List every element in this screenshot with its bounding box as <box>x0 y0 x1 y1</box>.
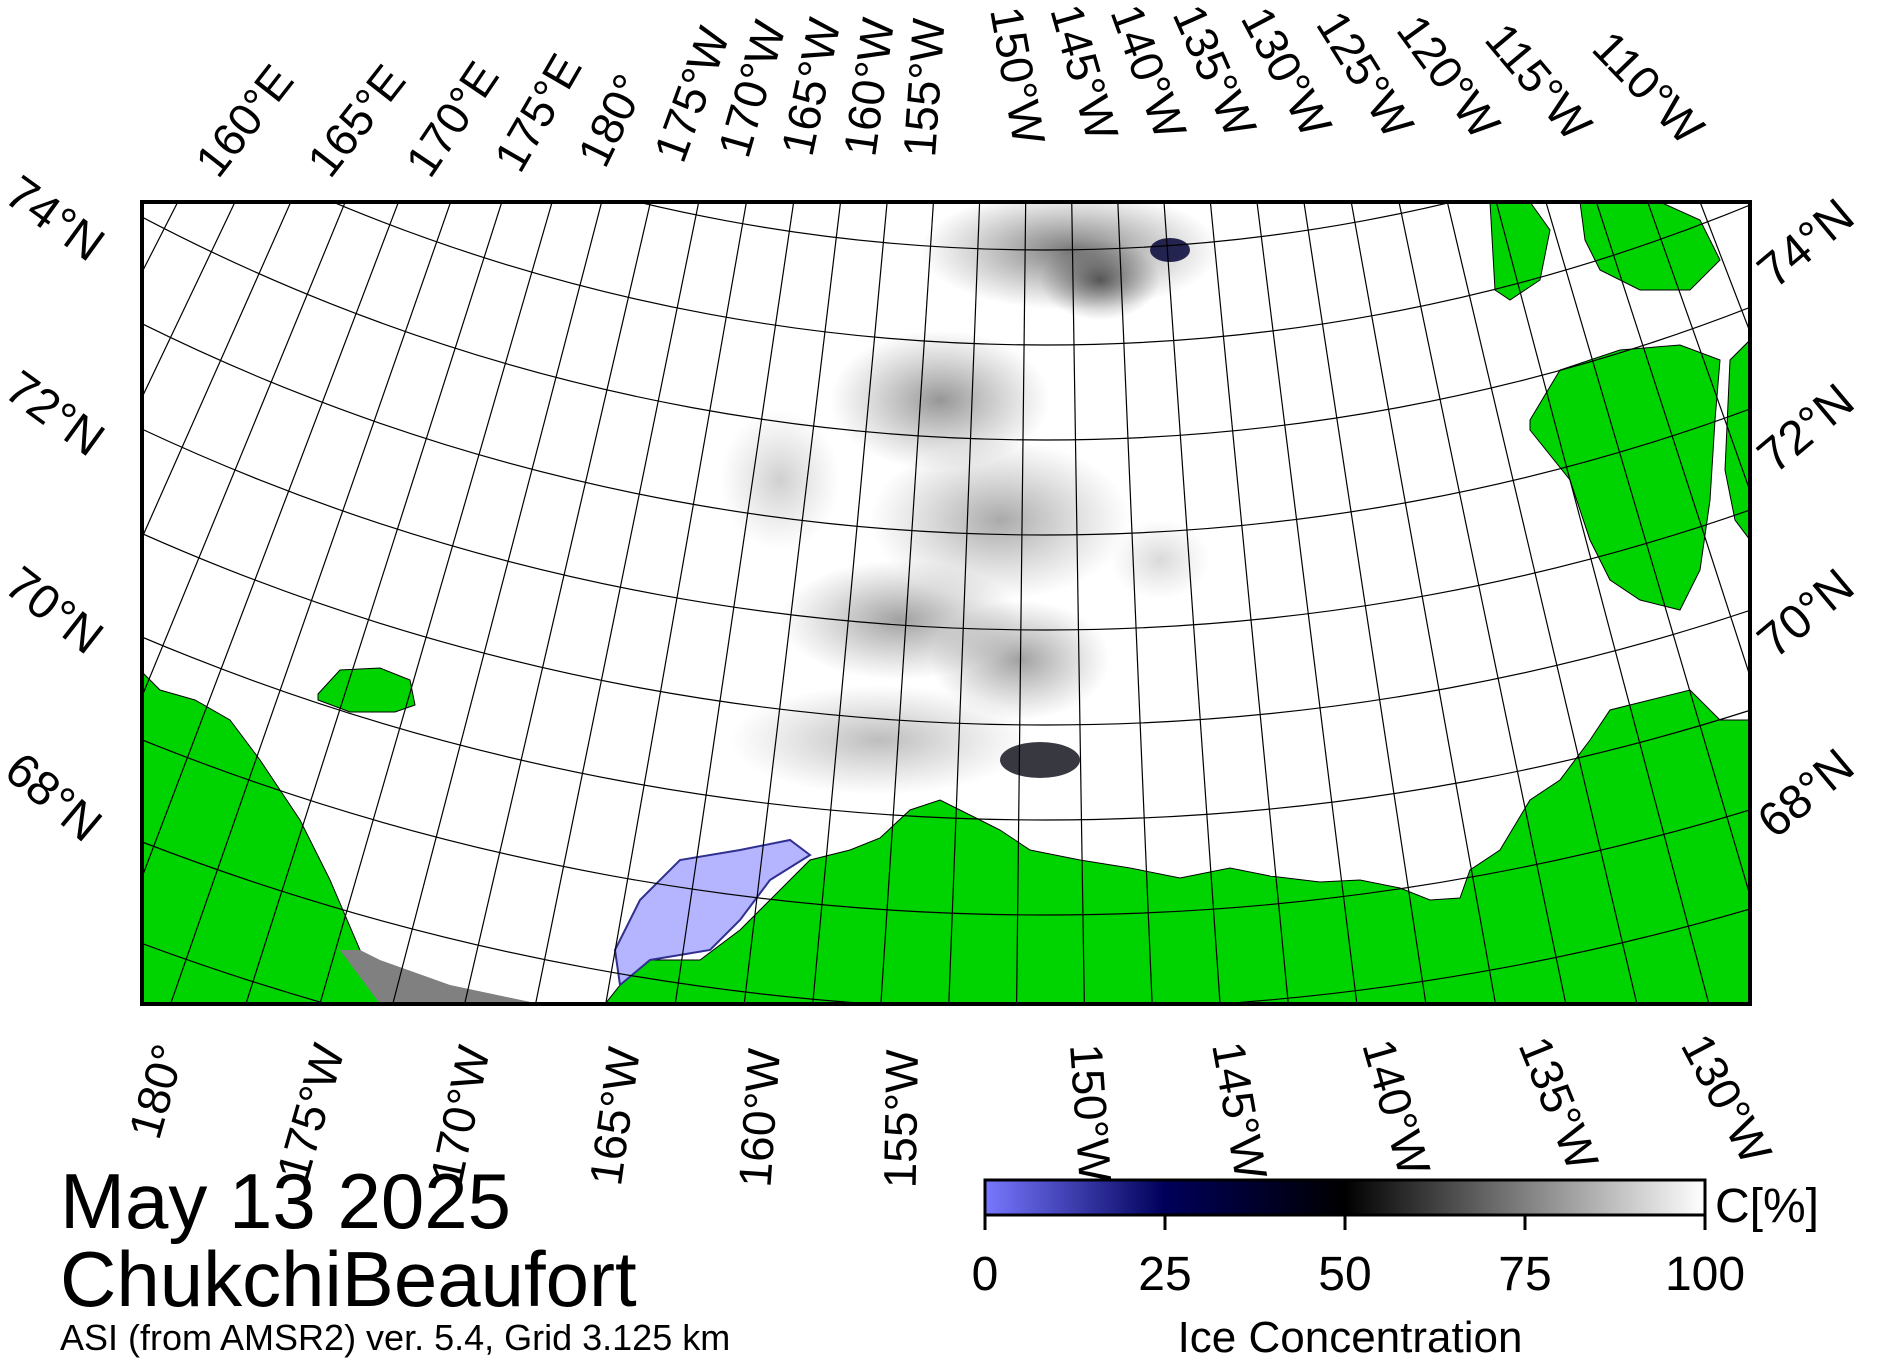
colorbar: 0 25 50 75 100 C[%] Ice Concentration <box>972 1178 1819 1362</box>
ice-concentration-field <box>720 202 1220 795</box>
top-lon-label: 115°W <box>1475 13 1602 150</box>
meridian-line <box>1209 202 1289 1004</box>
arctic-islands-ne-2 <box>1579 202 1721 291</box>
data-source: ASI (from AMSR2) ver. 5.4, Grid 3.125 km <box>60 1317 731 1358</box>
bottom-lon-label: 130°W <box>1671 1025 1782 1172</box>
bottom-lon-label: 155°W <box>874 1049 928 1189</box>
latitude-line <box>637 202 1453 251</box>
bottom-lon-label: 150°W <box>1060 1042 1122 1184</box>
meridian-line <box>743 202 842 1004</box>
colorbar-tick-label: 25 <box>1138 1248 1191 1301</box>
bottom-lon-label: 180° <box>118 1038 194 1144</box>
top-lon-label: 160°E <box>185 55 303 186</box>
meridian-line <box>1256 202 1358 1004</box>
right-lat-labels: 74°N 72°N 70°N 68°N <box>1748 189 1864 849</box>
right-lat-label: 72°N <box>1748 374 1864 484</box>
meridian-line <box>463 202 652 1004</box>
colorbar-ticks <box>983 1215 1707 1230</box>
meridian-line <box>1117 202 1153 1004</box>
victoria-island-edge <box>1724 339 1750 541</box>
bottom-lon-label: 140°W <box>1352 1033 1440 1181</box>
colorbar-unit: C[%] <box>1715 1180 1819 1233</box>
arctic-islands-ne <box>1489 202 1551 301</box>
colorbar-tick-label: 50 <box>1318 1248 1371 1301</box>
right-lat-label: 68°N <box>1748 739 1864 849</box>
meridian-line <box>392 202 603 1004</box>
meridian-line <box>1446 202 1638 1004</box>
meridian-line <box>1350 202 1497 1004</box>
latitude-line <box>142 215 1750 441</box>
top-lon-label: 155°W <box>893 16 955 158</box>
colorbar-tick-label: 100 <box>1665 1248 1745 1301</box>
meridian-line <box>1495 202 1710 1004</box>
bottom-lon-label: 160°W <box>728 1046 790 1188</box>
right-lat-label: 74°N <box>1748 189 1864 299</box>
banks-island <box>1529 344 1721 611</box>
meridian-line <box>142 202 400 879</box>
meridian-line <box>1545 202 1750 898</box>
left-lat-label: 72°N <box>0 361 113 467</box>
kotzebue-water <box>613 838 812 987</box>
meridian-line <box>1869 0 1890 877</box>
bottom-lon-label: 165°W <box>579 1044 650 1189</box>
land <box>142 202 1750 1004</box>
latitude-line <box>332 202 1750 346</box>
meridian-line <box>1015 202 1027 1004</box>
meridian-line <box>880 202 935 1004</box>
map-frame <box>140 200 1752 1006</box>
colorbar-gradient <box>983 1178 1707 1217</box>
meridian-line <box>1163 202 1221 1004</box>
meridian-line <box>1595 202 1750 679</box>
map-date: May 13 2025 <box>60 1157 511 1245</box>
meridian-line <box>142 202 292 540</box>
meridian-line <box>1398 202 1567 1004</box>
siberia-land <box>142 671 381 1004</box>
top-lon-labels: 160°E 165°E 170°E 175°E 180° 175°W 170°W… <box>185 0 1715 186</box>
meridian-line <box>948 202 981 1004</box>
left-lat-label: 70°N <box>0 557 112 665</box>
colorbar-tick-label: 0 <box>972 1248 999 1301</box>
alaska-land <box>604 689 1750 1004</box>
meridian-line <box>1071 202 1085 1004</box>
meridian-line <box>245 202 503 1004</box>
top-lon-label: 170°E <box>395 52 508 185</box>
meridian-line <box>169 202 452 1004</box>
bottom-lon-label: 135°W <box>1509 1029 1609 1177</box>
top-lon-label: 110°W <box>1583 21 1715 155</box>
meridian-line <box>605 202 748 1004</box>
left-lat-label: 74°N <box>0 166 113 272</box>
meridian-line <box>319 202 553 1004</box>
meridian-line <box>812 202 888 1004</box>
meridian-line <box>1303 202 1427 1004</box>
colorbar-tick-label: 75 <box>1498 1248 1551 1301</box>
right-lat-label: 70°N <box>1748 559 1864 669</box>
left-lat-label: 68°N <box>0 743 111 853</box>
top-lon-label: 175°E <box>484 45 592 180</box>
region-name: ChukchiBeaufort <box>60 1235 637 1323</box>
top-lon-label: 165°E <box>297 55 415 186</box>
left-lat-labels: 74°N 72°N 70°N 68°N <box>0 166 113 852</box>
meridian-line <box>0 0 23 615</box>
no-data-area <box>340 950 540 1004</box>
colorbar-title: Ice Concentration <box>1178 1313 1523 1362</box>
map-body <box>0 0 1890 1004</box>
meridian-line <box>534 202 700 1004</box>
graticule <box>0 0 1890 1004</box>
meridian-line <box>674 202 795 1004</box>
meridian-line <box>142 202 346 698</box>
bottom-lon-label: 145°W <box>1202 1038 1277 1184</box>
